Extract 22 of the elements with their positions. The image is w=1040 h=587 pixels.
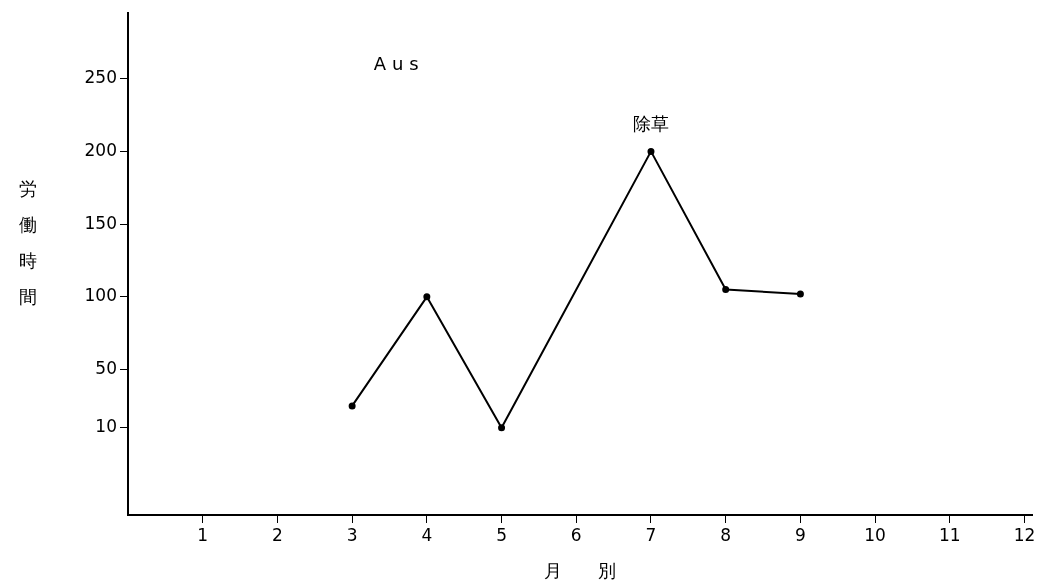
- x-tick-label: 6: [570, 524, 582, 545]
- y-tick-label: 50: [95, 357, 117, 378]
- y-tick-label: 250: [84, 67, 117, 88]
- y-axis-title: 労働時間: [19, 177, 37, 307]
- x-tick-label: 5: [496, 524, 507, 545]
- x-tick-label: 4: [421, 524, 433, 545]
- x-tick-label: 10: [864, 524, 886, 545]
- text: Aus: [373, 52, 425, 74]
- y-tick-label: 200: [84, 139, 117, 160]
- y-tick-label: 100: [84, 285, 117, 306]
- x-tick-label: 11: [939, 524, 961, 545]
- x-tick-label: 7: [645, 524, 657, 545]
- x-tick-label: 12: [1013, 524, 1036, 545]
- x-axis-title: 月 別: [544, 559, 616, 581]
- y-tick-label: 10: [95, 416, 117, 437]
- x-tick-label: 3: [346, 524, 358, 545]
- annotation: 除草: [632, 113, 669, 135]
- x-tick-label: 8: [720, 524, 732, 545]
- x-tick-label: 9: [794, 524, 806, 545]
- x-tick-label: 1: [197, 524, 209, 545]
- x-tick-label: 2: [272, 524, 283, 545]
- y-tick-label: 150: [84, 212, 117, 233]
